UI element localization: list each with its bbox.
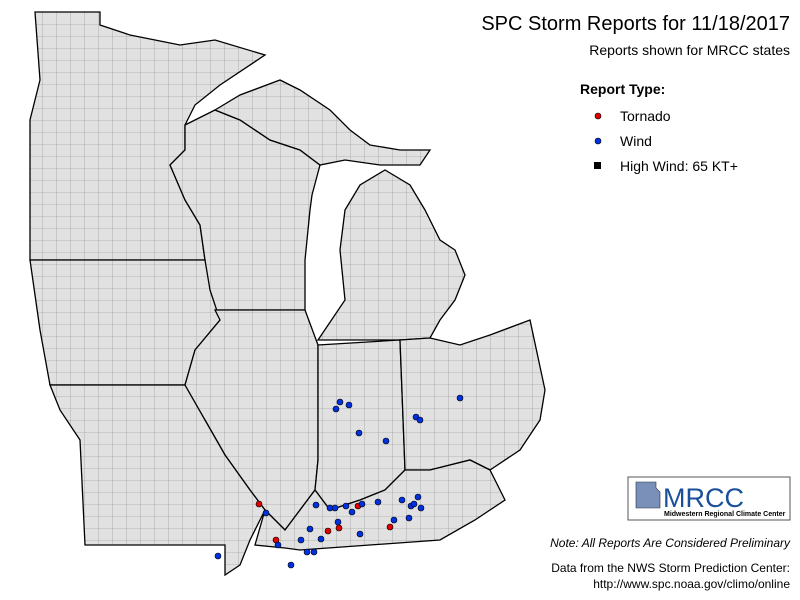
wind-dot bbox=[303, 548, 311, 556]
tornado-dot bbox=[386, 523, 394, 531]
wind-dot bbox=[374, 498, 382, 506]
wind-dot bbox=[416, 416, 424, 424]
wind-dot bbox=[310, 548, 318, 556]
wind-dot bbox=[336, 398, 344, 406]
wind-dot bbox=[214, 552, 222, 560]
map-title: SPC Storm Reports for 11/18/2017 bbox=[481, 13, 790, 35]
legend-item: High Wind: 65 KT+ bbox=[620, 158, 738, 174]
legend-item: Wind bbox=[620, 133, 652, 149]
wind-dot bbox=[287, 561, 295, 569]
wind-dot bbox=[410, 500, 418, 508]
legend-swatch bbox=[594, 137, 602, 145]
wind-dot bbox=[332, 405, 340, 413]
wind-dot bbox=[417, 504, 425, 512]
wind-dot bbox=[390, 516, 398, 524]
wind-dot bbox=[274, 541, 282, 549]
wind-dot bbox=[355, 429, 363, 437]
source-url: http://www.spc.noaa.gov/climo/online bbox=[593, 577, 790, 591]
wind-dot bbox=[348, 508, 356, 516]
wind-dot bbox=[342, 502, 350, 510]
wind-dot bbox=[331, 504, 339, 512]
wind-dot bbox=[356, 530, 364, 538]
tornado-reports bbox=[255, 500, 394, 544]
wind-dot bbox=[334, 518, 342, 526]
wind-dot bbox=[312, 501, 320, 509]
legend: Report Type: Tornado Wind High Wind: 65 … bbox=[580, 81, 738, 174]
logo-icon bbox=[635, 481, 661, 509]
state-oh bbox=[399, 319, 546, 471]
state-mi-lower bbox=[316, 169, 466, 341]
tornado-dot bbox=[324, 527, 332, 535]
source-line: Data from the NWS Storm Prediction Cente… bbox=[551, 561, 790, 575]
wind-dot bbox=[382, 437, 390, 445]
state-mo bbox=[49, 384, 266, 577]
tornado-dot bbox=[335, 524, 343, 532]
legend-title: Report Type: bbox=[580, 81, 665, 97]
wind-dot bbox=[405, 514, 413, 522]
states bbox=[29, 11, 546, 577]
wind-dot bbox=[358, 500, 366, 508]
legend-item: Tornado bbox=[620, 108, 671, 124]
logo-name: MRCC bbox=[663, 483, 744, 513]
tornado-dot bbox=[255, 500, 263, 508]
map-subtitle: Reports shown for MRCC states bbox=[589, 42, 790, 58]
wind-dot bbox=[297, 536, 305, 544]
logo: MRCC Midwestern Regional Climate Center bbox=[627, 476, 791, 521]
legend-swatch bbox=[594, 162, 601, 169]
legend-swatch bbox=[594, 112, 602, 120]
wind-dot bbox=[398, 496, 406, 504]
state-mi-upper bbox=[213, 79, 432, 166]
wind-dot bbox=[456, 394, 464, 402]
state-ky bbox=[254, 459, 506, 551]
wind-dot bbox=[414, 493, 422, 501]
wind-dot bbox=[345, 401, 353, 409]
wind-reports bbox=[214, 394, 464, 569]
logo-full-name: Midwestern Regional Climate Center bbox=[664, 511, 786, 518]
wind-dot bbox=[262, 509, 270, 517]
wind-dot bbox=[317, 535, 325, 543]
note: Note: All Reports Are Considered Prelimi… bbox=[550, 536, 791, 550]
wind-dot bbox=[306, 525, 314, 533]
